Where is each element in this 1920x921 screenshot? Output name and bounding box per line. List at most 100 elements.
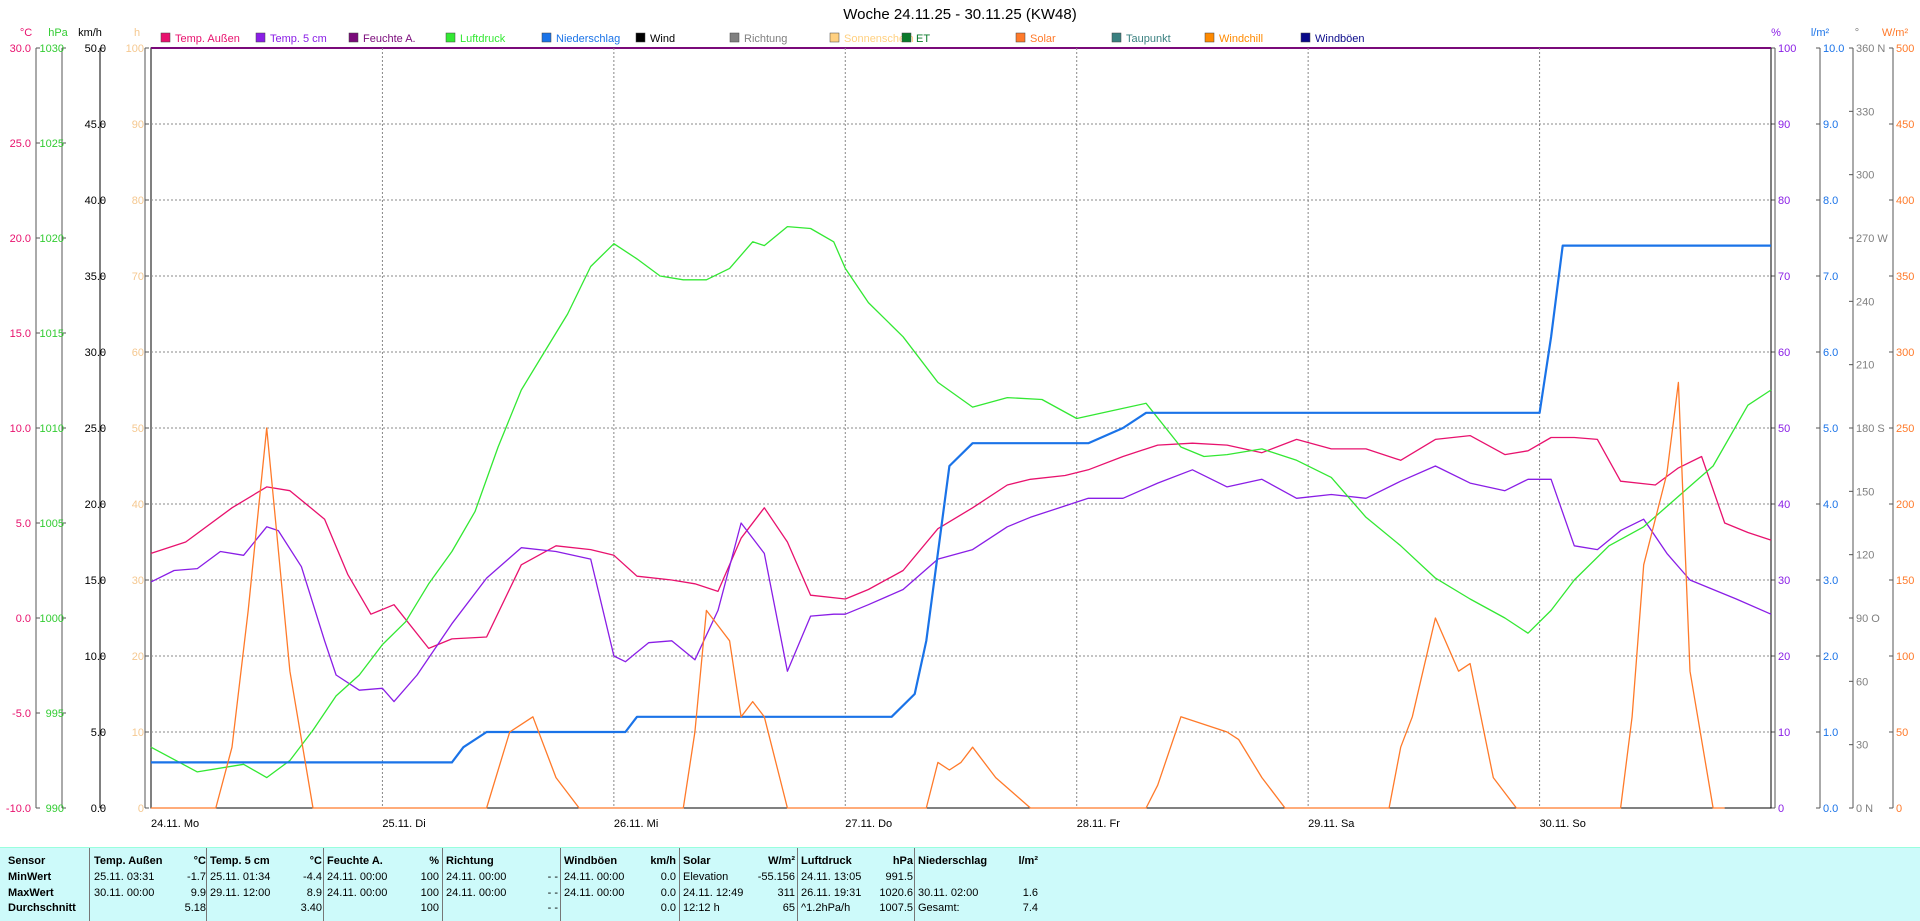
- legend-label: Temp. Außen: [175, 33, 240, 45]
- right-axis-tick-label: 50: [1896, 727, 1908, 739]
- table-cell-value: -4.4: [303, 871, 322, 883]
- table-col-separator: [797, 848, 798, 921]
- right-axis-tick-label: 9.0: [1823, 119, 1838, 131]
- table-cell-time: 12:12 h: [683, 902, 720, 914]
- x-tick-label: 24.11. Mo: [151, 818, 199, 830]
- right-axis-tick-label: 350: [1896, 271, 1914, 283]
- table-cell-value: - -: [547, 886, 558, 899]
- left-axis-tick-label: 5.0: [91, 727, 106, 739]
- table-cell-value: 0.0: [660, 902, 676, 914]
- legend-label: Sonnenschein: [844, 33, 914, 45]
- table-column: Feuchte A.% 24.11. 00:00 100 24.11. 00:00 10…: [327, 854, 439, 918]
- table-cell-time: 30.11. 00:00: [94, 886, 155, 899]
- table-cell-value: 0.0: [660, 871, 676, 883]
- right-axis-tick-label: 150: [1896, 575, 1914, 587]
- table-header-unit: km/h: [650, 855, 676, 867]
- table-cell-time: Elevation: [683, 871, 729, 883]
- weather-chart: Woche 24.11.25 - 30.11.25 (KW48) Temp. A…: [6, 6, 1914, 830]
- series-solar: [151, 381, 1725, 809]
- legend-label: Taupunkt: [1126, 33, 1171, 45]
- right-axis-tick-label: 60: [1856, 676, 1868, 688]
- table-row-label: MinWert: [8, 871, 52, 883]
- right-axis-tick-label: 0.0: [1823, 803, 1838, 815]
- table-column: Windböen km/h 24.11. 00:00 0.0 24.11. 00:00 0…: [564, 854, 676, 918]
- right-axis-tick-label: 8.0: [1823, 195, 1838, 207]
- x-tick-label: 30.11. So: [1540, 818, 1586, 830]
- left-axis-tick-label: 1010: [40, 423, 64, 435]
- table-header-unit: hPa: [892, 855, 913, 867]
- legend-label: Windböen: [1315, 33, 1365, 45]
- table-cell-value: -1.7: [187, 871, 206, 883]
- right-axis-tick-label: 0: [1778, 803, 1784, 815]
- right-axis-tick-label: 70: [1778, 271, 1790, 283]
- x-tick-label: 29.11. Sa: [1308, 818, 1355, 830]
- x-tick-label: 27.11. Do: [845, 818, 892, 830]
- right-axis-tick-label: 40: [1778, 499, 1790, 511]
- right-axis-tick-label: 50: [1778, 423, 1790, 435]
- table-cell-time: 25.11. 03:31: [94, 871, 155, 883]
- legend-swatch: [1015, 32, 1026, 43]
- legend-label: ET: [916, 33, 930, 45]
- table-column: Temp. Außen °C 25.11. 03:31 -1.7 30.11. 00:0…: [94, 854, 206, 918]
- right-axis-tick-label: 30: [1778, 575, 1790, 587]
- table-cell-value: -55.156: [757, 871, 795, 883]
- right-axis-tick-label: 7.0: [1823, 271, 1838, 283]
- table-header: Windböen: [564, 855, 618, 867]
- left-axis-tick-label: 50: [132, 423, 144, 435]
- right-axis-tick-label: 200: [1896, 499, 1914, 511]
- left-axis-tick-label: 1005: [40, 518, 64, 530]
- legend-swatch: [729, 32, 740, 43]
- table-row-label: MaxWert: [8, 886, 54, 899]
- table-header-unit: %: [429, 855, 439, 867]
- left-axis-tick-label: 90: [132, 119, 144, 131]
- right-axis-unit: l/m²: [1811, 27, 1830, 39]
- left-axis-tick-label: 995: [46, 708, 64, 720]
- left-axis-tick-label: 35.0: [85, 271, 106, 283]
- left-axis-unit: °C: [20, 27, 32, 39]
- table-cell-time: 24.11. 00:00: [327, 871, 388, 883]
- legend-swatch: [445, 32, 456, 43]
- left-axis-tick-label: 10.0: [85, 651, 106, 663]
- left-axis-tick-label: 70: [132, 271, 144, 283]
- table-column: Solar W/m² Elevation -55.156 24.11. 12:49 311…: [683, 854, 795, 918]
- left-axis-tick-label: 10: [132, 727, 144, 739]
- table-col-separator: [323, 848, 324, 921]
- table-cell-value: 100: [420, 902, 439, 914]
- series-temp-5-cm: [150, 465, 1772, 703]
- left-axis-tick-label: 25.0: [10, 138, 31, 150]
- right-axis-tick-label: 6.0: [1823, 347, 1838, 359]
- left-axis-tick-label: 30: [132, 575, 144, 587]
- table-header: Luftdruck: [801, 855, 852, 867]
- right-axis-tick-label: 210: [1856, 360, 1874, 372]
- left-axis-tick-label: 0.0: [91, 803, 106, 815]
- table-cell-value: 1.6: [1022, 886, 1038, 899]
- table-cell-value: 100: [420, 871, 439, 883]
- legend-label: Niederschlag: [556, 33, 620, 45]
- table-col-separator: [89, 848, 90, 921]
- left-axis-tick-label: 80: [132, 195, 144, 207]
- legend-swatch: [255, 32, 266, 43]
- right-axis-tick-label: 180 S: [1856, 423, 1885, 435]
- table-column: Richtung 24.11. 00:00 - - 24.11. 00:00 - - - …: [446, 854, 558, 918]
- table-header-unit: °C: [309, 855, 322, 867]
- table-cell-value: 1020.6: [879, 886, 913, 899]
- right-axis-tick-label: 90 O: [1856, 613, 1880, 625]
- table-cell-time: 24.11. 00:00: [564, 871, 625, 883]
- left-axis-tick-label: 40: [132, 499, 144, 511]
- table-cell-value: 65: [782, 902, 795, 914]
- legend: Temp. Außen Temp. 5 cm Feuchte A. Luftdruck…: [160, 32, 1365, 45]
- table-cell-value: 991.5: [885, 871, 913, 883]
- right-axis-tick-label: 100: [1896, 651, 1914, 663]
- table-column: Niederschlag l/m² 30.11. 02:00 1.6 Gesamt: 7.…: [918, 854, 1038, 918]
- left-axis-tick-label: 0: [138, 803, 144, 815]
- stats-table: Sensor MinWert MaxWert Durchschnitt Temp. Au…: [0, 847, 1920, 921]
- left-axis-tick-label: 20.0: [85, 499, 106, 511]
- right-axis-tick-label: 500: [1896, 43, 1914, 55]
- axes: 24.11. Mo 25.11. Di 26.11. Mi 27.11. Do 28.1…: [6, 27, 1914, 830]
- series-temp-au-en: [150, 434, 1772, 650]
- legend-swatch: [1111, 32, 1122, 43]
- right-axis-tick-label: 240: [1856, 296, 1874, 308]
- left-axis-tick-label: 0.0: [16, 613, 31, 625]
- right-axis-tick-label: 20: [1778, 651, 1790, 663]
- left-axis-tick-label: 1025: [40, 138, 64, 150]
